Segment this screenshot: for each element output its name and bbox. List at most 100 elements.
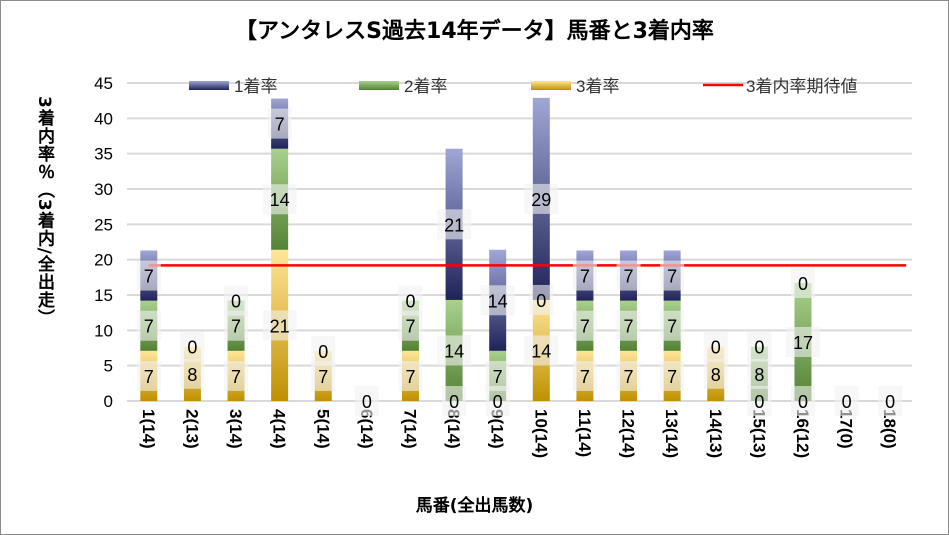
data-label: 0: [405, 292, 415, 312]
data-label-bg: [572, 310, 597, 341]
x-axis-title: 馬番(全出馬数): [415, 496, 534, 516]
data-label-bg: [529, 284, 554, 315]
data-label-bg: [442, 386, 467, 416]
data-label: 7: [580, 317, 590, 337]
data-label-bg: [398, 360, 423, 391]
legend-label: 1着率: [234, 77, 277, 96]
data-label-bg: [136, 260, 161, 291]
legend-swatch-2着率: [359, 81, 399, 90]
data-label: 8: [754, 365, 764, 385]
x-tick-label: 15(13): [749, 409, 768, 458]
legend-label: 3着内率期待値: [746, 77, 857, 96]
legend-swatch-3着率: [531, 81, 571, 90]
data-label-bg: [616, 360, 641, 391]
data-label-bg: [572, 360, 597, 391]
data-label: 7: [667, 367, 677, 387]
x-tick-label: 6(14): [357, 409, 376, 449]
data-label-bg: [398, 285, 423, 316]
x-tick-label: 13(14): [662, 409, 681, 458]
data-label-bg: [267, 108, 292, 139]
data-label-bg: [660, 260, 685, 291]
data-label-bg: [524, 335, 559, 366]
data-label-bg: [136, 310, 161, 341]
data-label-bg: [747, 331, 772, 362]
data-label: 0: [362, 392, 372, 412]
data-label: 8: [711, 365, 721, 385]
data-label-bg: [180, 331, 205, 362]
data-label-bg: [878, 386, 903, 416]
data-label-bg: [703, 331, 728, 362]
data-label: 17: [793, 333, 813, 353]
x-tick-label: 3(14): [226, 409, 245, 449]
data-label-bg: [437, 335, 472, 366]
data-label: 7: [624, 317, 634, 337]
data-label: 0: [885, 392, 895, 412]
data-label-bg: [224, 285, 249, 316]
x-tick-label: 17(0): [837, 409, 856, 449]
data-label: 8: [187, 365, 197, 385]
x-tick-label: 18(0): [880, 409, 899, 449]
data-label-bg: [790, 386, 815, 416]
data-label: 0: [187, 338, 197, 358]
data-label-bg: [480, 285, 515, 316]
data-label: 0: [754, 338, 764, 358]
x-tick-label: 10(14): [531, 409, 550, 458]
data-label-bg: [136, 360, 161, 391]
data-label-bg: [311, 360, 336, 391]
data-label-bg: [747, 386, 772, 416]
data-label-bg: [660, 310, 685, 341]
data-label: 7: [275, 115, 285, 135]
data-label: 0: [798, 274, 808, 294]
data-label: 7: [231, 317, 241, 337]
data-label: 7: [144, 267, 154, 287]
data-label-bg: [437, 209, 472, 240]
data-label: 0: [754, 392, 764, 412]
data-label: 7: [580, 367, 590, 387]
data-label: 0: [711, 338, 721, 358]
data-label-bg: [262, 310, 297, 341]
y-tick-label: 15: [94, 286, 113, 305]
data-label-bg: [262, 184, 297, 215]
y-tick-label: 0: [104, 392, 113, 411]
data-label: 0: [798, 392, 808, 412]
data-label-bg: [311, 335, 336, 366]
data-label-bg: [180, 358, 205, 389]
x-tick-label: 11(14): [575, 409, 594, 457]
data-label-bg: [703, 358, 728, 389]
data-label: 7: [667, 267, 677, 287]
data-label: 0: [536, 291, 546, 311]
legend-label: 3着率: [576, 77, 619, 96]
data-label-bg: [785, 326, 820, 357]
data-label-bg: [834, 386, 859, 416]
data-label: 0: [842, 392, 852, 412]
x-tick-label: 9(14): [488, 409, 507, 449]
data-label-bg: [398, 310, 423, 341]
data-label: 7: [624, 367, 634, 387]
data-label-bg: [224, 310, 249, 341]
data-label-bg: [572, 260, 597, 291]
data-label-bg: [616, 310, 641, 341]
data-label: 14: [531, 341, 551, 361]
chart-title: 【アンタレスS過去14年データ】馬番と3着内率: [235, 19, 714, 44]
data-label: 7: [667, 317, 677, 337]
data-label-bg: [485, 360, 510, 391]
legend-label: 2着率: [404, 77, 447, 96]
data-label: 0: [449, 392, 459, 412]
y-tick-label: 30: [94, 180, 113, 199]
data-label-bg: [616, 260, 641, 291]
data-label: 7: [580, 267, 590, 287]
data-label-bg: [524, 183, 559, 214]
y-tick-label: 20: [94, 251, 113, 270]
y-axis-title: 3着内率％（3着内/全出走）: [34, 96, 54, 327]
legend-swatch-1着率: [189, 81, 229, 90]
x-tick-label: 16(12): [793, 409, 812, 458]
data-label: 14: [488, 291, 508, 311]
y-tick-label: 5: [104, 357, 113, 376]
x-tick-label: 14(13): [706, 409, 725, 458]
x-tick-label: 4(14): [270, 409, 289, 449]
data-label-bg: [485, 386, 510, 416]
data-label: 14: [444, 341, 464, 361]
data-label: 7: [144, 317, 154, 337]
data-label: 14: [270, 190, 290, 210]
